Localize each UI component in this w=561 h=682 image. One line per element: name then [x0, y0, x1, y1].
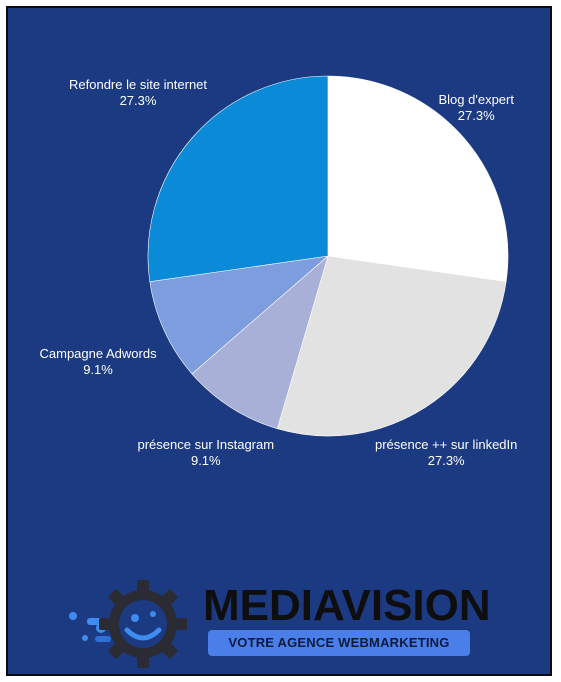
- pie-slice-4: [147, 75, 329, 282]
- slice-percent: 9.1%: [190, 453, 221, 468]
- brand-name: MEDIAVISION: [203, 581, 491, 630]
- slice-name: présence sur Instagram: [137, 437, 275, 452]
- pie-slice-2: [191, 255, 329, 430]
- slice-label-instagram: présence sur Instagram 9.1%: [138, 437, 275, 469]
- pie-slice-0: [327, 75, 509, 282]
- slice-percent: 27.3%: [119, 93, 157, 108]
- slice-label-linkedin: présence ++ sur linkedIn 27.3%: [375, 437, 517, 469]
- slice-name: Campagne Adwords: [39, 346, 157, 361]
- slice-name: présence ++ sur linkedIn: [375, 437, 518, 452]
- slice-label-adwords: Campagne Adwords 9.1%: [40, 346, 157, 378]
- chart-frame: Blog d'expert 27.3% présence ++ sur link…: [6, 6, 552, 676]
- gear-eye-icon: [69, 580, 187, 668]
- slice-name: Refondre le site internet: [69, 77, 208, 92]
- slice-name: Blog d'expert: [438, 92, 514, 107]
- pie-chart: [147, 75, 509, 437]
- slice-percent: 9.1%: [83, 362, 113, 377]
- brand-tagline: VOTRE AGENCE WEBMARKETING: [208, 630, 470, 656]
- pie-slice-1: [276, 255, 507, 437]
- slice-label-website: Refondre le site internet 27.3%: [69, 77, 207, 109]
- slice-label-blog: Blog d'expert 27.3%: [439, 92, 514, 124]
- brand-logo: MEDIAVISION VOTRE AGENCE WEBMARKETING: [63, 576, 503, 671]
- pie-slice-3: [149, 255, 329, 375]
- slice-percent: 27.3%: [427, 453, 465, 468]
- slice-percent: 27.3%: [457, 108, 495, 123]
